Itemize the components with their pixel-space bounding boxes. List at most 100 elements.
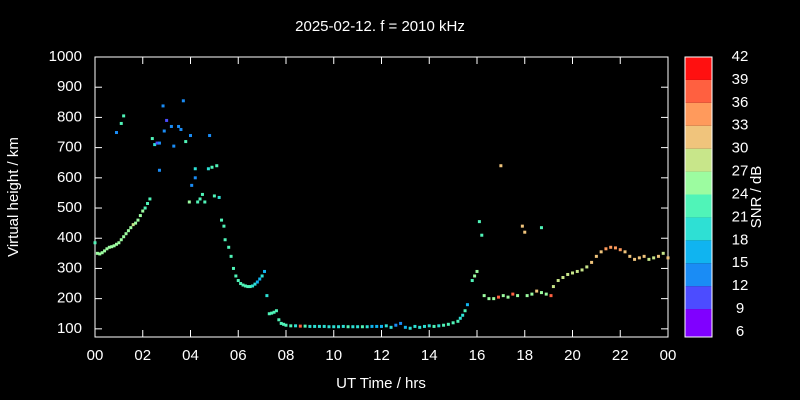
data-point [169, 124, 173, 128]
data-point [136, 218, 140, 222]
data-point [394, 323, 398, 327]
colorbar-block [685, 79, 712, 103]
x-tick-label: 16 [469, 347, 486, 364]
data-point [463, 309, 467, 313]
y-axis-label: Virtual height / km [5, 137, 22, 257]
colorbar-tick-label: 36 [732, 94, 749, 111]
data-point [157, 141, 161, 145]
chart-title: 2025-02-12. f = 2010 kHz [295, 18, 465, 35]
data-point [461, 313, 465, 317]
data-point [666, 256, 670, 260]
x-tick-label: 22 [612, 347, 629, 364]
colorbar-tick-label: 18 [732, 231, 749, 248]
data-point [590, 260, 594, 264]
y-tick-label: 700 [57, 139, 82, 156]
data-point [413, 324, 417, 328]
data-point [227, 245, 231, 249]
x-tick-label: 04 [182, 347, 199, 364]
data-point [525, 294, 529, 298]
data-point [248, 285, 252, 289]
data-point [241, 283, 245, 287]
colorbar-tick-label: 33 [732, 117, 749, 134]
data-point [258, 277, 262, 281]
colorbar-frame [684, 56, 713, 338]
data-point [561, 275, 565, 279]
data-point [105, 247, 109, 251]
data-point [234, 274, 238, 278]
data-point [585, 265, 589, 269]
data-point [110, 245, 114, 249]
data-point [143, 206, 147, 210]
data-point [380, 324, 383, 328]
plot-frame [94, 56, 669, 338]
x-tick-label: 10 [325, 347, 342, 364]
x-axis-label: UT Time / hrs [336, 375, 426, 392]
data-point [604, 247, 608, 251]
data-point [356, 325, 360, 329]
colorbar-block [685, 194, 712, 218]
data-point [408, 326, 412, 330]
data-point [153, 143, 157, 147]
data-point [332, 325, 336, 329]
data-point [298, 324, 302, 328]
data-point [177, 124, 181, 128]
data-point [200, 192, 204, 196]
data-point [511, 292, 515, 296]
data-point [184, 140, 188, 144]
data-point [327, 325, 331, 329]
data-point [473, 274, 477, 278]
data-point [220, 218, 224, 222]
colorbar-block [685, 171, 712, 195]
data-point [165, 118, 169, 122]
colorbar-tick-label: 42 [732, 48, 749, 65]
data-point [93, 241, 97, 245]
data-point [465, 303, 469, 307]
data-point [437, 324, 441, 328]
colorbar-block [685, 125, 712, 149]
colorbar-tick-label: 15 [732, 254, 749, 271]
data-point [193, 167, 197, 171]
data-point [360, 325, 364, 329]
data-point [451, 321, 455, 325]
y-tick-label: 400 [57, 229, 82, 246]
colorbar-block [685, 240, 712, 264]
data-point [322, 324, 326, 328]
data-point [190, 183, 194, 187]
colorbar-tick-label: 12 [732, 277, 749, 294]
y-tick-label: 600 [57, 169, 82, 186]
x-tick-label: 00 [660, 347, 677, 364]
data-point [470, 279, 474, 283]
data-point [146, 201, 150, 205]
data-point [265, 294, 269, 298]
data-point [613, 246, 617, 250]
data-point [642, 254, 646, 258]
data-point [246, 285, 250, 289]
data-point [337, 325, 341, 329]
data-point [477, 220, 481, 224]
y-tick-label: 800 [57, 108, 82, 125]
data-point [341, 324, 345, 328]
data-point [599, 250, 603, 254]
data-point [150, 137, 154, 141]
x-tick-label: 20 [564, 347, 581, 364]
data-point [549, 294, 553, 298]
data-point [566, 272, 570, 276]
y-tick-label: 100 [57, 320, 82, 337]
x-tick-label: 00 [87, 347, 104, 364]
data-point [656, 254, 660, 258]
data-point [161, 104, 165, 108]
data-point [647, 257, 651, 261]
data-point [222, 224, 226, 228]
y-tick-label: 500 [57, 199, 82, 216]
data-point [134, 221, 138, 225]
data-point [122, 114, 126, 118]
data-point [580, 268, 584, 272]
data-point [317, 324, 321, 328]
x-tick-label: 14 [421, 347, 438, 364]
data-point [351, 325, 355, 329]
colorbar-tick-label: 6 [736, 323, 744, 340]
data-point [520, 224, 524, 228]
data-point [661, 251, 665, 255]
y-tick-label: 300 [57, 259, 82, 276]
data-point [623, 250, 627, 254]
